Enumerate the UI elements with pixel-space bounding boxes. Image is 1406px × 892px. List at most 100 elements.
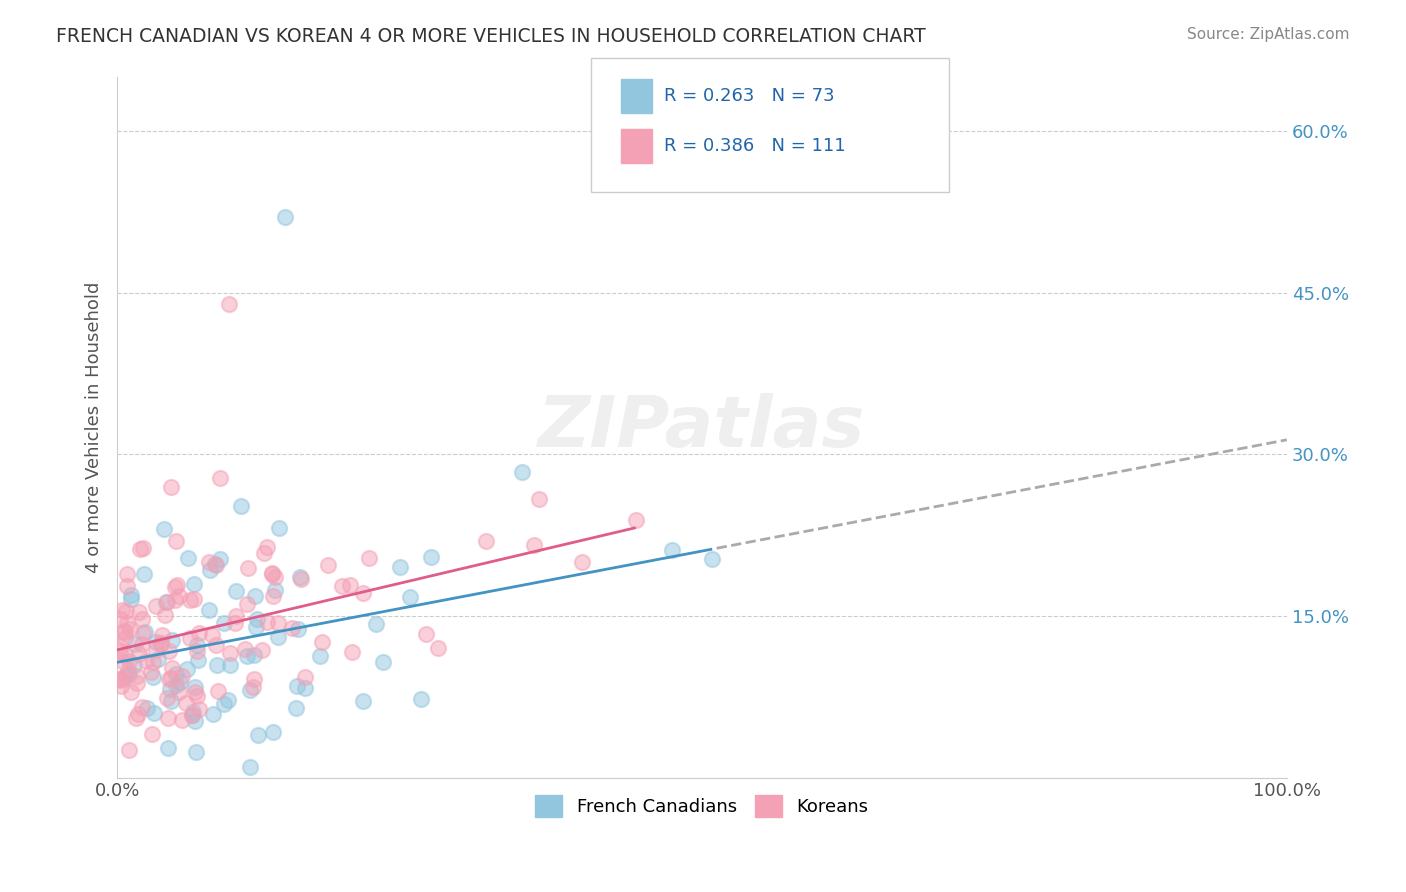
Koreans — [260, 567, 283, 582]
French Canadians — [134, 566, 156, 581]
Koreans — [188, 702, 211, 716]
French Canadians — [212, 615, 235, 630]
Koreans — [201, 628, 224, 642]
Koreans — [110, 679, 132, 693]
French Canadians — [198, 603, 221, 617]
Text: Source: ZipAtlas.com: Source: ZipAtlas.com — [1187, 27, 1350, 42]
French Canadians — [155, 595, 177, 609]
Koreans — [117, 566, 139, 581]
French Canadians — [212, 697, 235, 711]
French Canadians — [146, 652, 169, 666]
Koreans — [311, 635, 333, 649]
French Canadians — [183, 576, 205, 591]
Koreans — [204, 638, 226, 652]
Koreans — [115, 604, 138, 618]
Koreans — [131, 611, 153, 625]
Koreans — [128, 647, 150, 661]
Koreans — [108, 639, 131, 653]
French Canadians — [187, 653, 209, 667]
Koreans — [236, 561, 259, 575]
Koreans — [160, 671, 183, 685]
Koreans — [357, 551, 380, 566]
Koreans — [165, 534, 187, 549]
Koreans — [260, 566, 283, 581]
Koreans — [253, 546, 276, 560]
Koreans — [187, 626, 209, 640]
French Canadians — [198, 563, 221, 577]
Koreans — [264, 569, 287, 583]
French Canadians — [285, 679, 308, 693]
French Canadians — [145, 635, 167, 649]
French Canadians — [239, 760, 262, 774]
Koreans — [131, 637, 153, 651]
Koreans — [150, 637, 173, 651]
Koreans — [184, 684, 207, 698]
Koreans — [110, 644, 132, 658]
Koreans — [125, 675, 148, 690]
Koreans — [128, 605, 150, 619]
Koreans — [160, 661, 183, 675]
French Canadians — [176, 662, 198, 676]
Koreans — [166, 577, 188, 591]
Koreans — [153, 607, 176, 622]
Koreans — [120, 623, 142, 637]
Koreans — [117, 663, 139, 677]
Koreans — [141, 727, 163, 741]
Koreans — [127, 707, 149, 722]
French Canadians — [136, 701, 159, 715]
Text: ZIPatlas: ZIPatlas — [538, 393, 866, 462]
Koreans — [281, 621, 304, 635]
French Canadians — [184, 680, 207, 694]
Koreans — [243, 672, 266, 686]
French Canadians — [243, 589, 266, 603]
French Canadians — [245, 620, 267, 634]
French Canadians — [186, 746, 208, 760]
Legend: French Canadians, Koreans: French Canadians, Koreans — [529, 788, 876, 824]
Koreans — [252, 642, 274, 657]
Koreans — [114, 624, 136, 639]
French Canadians — [267, 630, 290, 644]
Koreans — [125, 710, 148, 724]
French Canadians — [273, 211, 295, 225]
French Canadians — [218, 658, 240, 673]
French Canadians — [700, 552, 723, 566]
French Canadians — [287, 622, 309, 636]
French Canadians — [269, 521, 291, 535]
Koreans — [198, 555, 221, 569]
Koreans — [120, 684, 142, 698]
French Canadians — [366, 617, 388, 632]
Koreans — [624, 513, 647, 527]
Koreans — [209, 471, 232, 485]
French Canadians — [290, 570, 312, 584]
French Canadians — [186, 638, 208, 652]
Koreans — [142, 655, 165, 669]
French Canadians — [247, 728, 270, 742]
Koreans — [225, 609, 247, 624]
French Canadians — [153, 522, 176, 536]
French Canadians — [262, 725, 284, 739]
Koreans — [118, 654, 141, 668]
Koreans — [132, 541, 155, 555]
Koreans — [339, 578, 361, 592]
Koreans — [157, 644, 180, 658]
French Canadians — [124, 637, 146, 651]
French Canadians — [160, 633, 183, 648]
Koreans — [475, 534, 498, 549]
Koreans — [256, 615, 278, 629]
French Canadians — [124, 658, 146, 673]
French Canadians — [207, 658, 229, 673]
Koreans — [262, 590, 284, 604]
French Canadians — [398, 590, 420, 604]
French Canadians — [120, 592, 142, 607]
Koreans — [135, 654, 157, 668]
Koreans — [183, 592, 205, 607]
French Canadians — [159, 694, 181, 708]
Koreans — [150, 636, 173, 650]
Koreans — [529, 491, 551, 506]
Koreans — [172, 713, 194, 727]
Koreans — [165, 593, 187, 607]
Koreans — [115, 579, 138, 593]
Koreans — [332, 579, 354, 593]
French Canadians — [294, 681, 316, 695]
Koreans — [145, 643, 167, 657]
